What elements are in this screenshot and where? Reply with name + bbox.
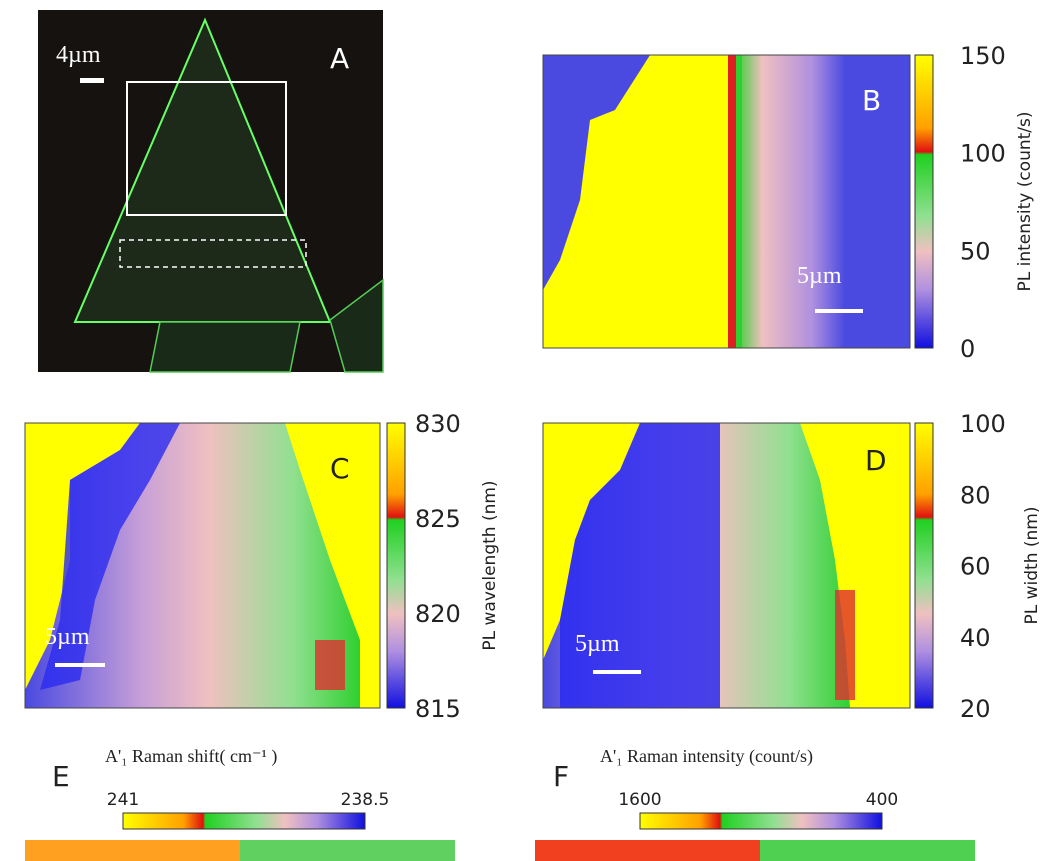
map-region [735,55,845,348]
colorbar [914,54,934,349]
scale-text: 5µm [575,631,620,657]
scale-text: 4µm [56,42,101,68]
colorbar-tick: 400 [866,790,898,810]
colorbar-tick: 40 [960,624,991,652]
scale-bar [80,78,104,83]
panel-b: 5µm B [542,54,911,349]
flake [329,278,384,373]
colorbar-tick: 241 [107,790,139,810]
colorbar-tick: 100 [960,410,1006,438]
flake [149,321,301,373]
colorbar-tick: 815 [415,695,461,723]
panel-label: B [862,84,881,117]
colorbar-label: A'₁ Raman intensity (count/s) [600,746,813,767]
colorbar-label: PL intensity (count/s) [1015,111,1035,291]
map-region [240,840,455,861]
colorbar-tick: 1600 [618,790,661,810]
colorbar [386,422,406,709]
colorbar-tick: 830 [415,410,461,438]
colorbar-tick: 100 [960,140,1006,168]
map-region [40,423,180,690]
scale-bar [55,663,105,667]
panel-d: 5µm D [542,422,911,709]
colorbar-tick: 60 [960,553,991,581]
colorbar-tick: 238.5 [341,790,390,810]
colorbar-label: PL wavelength (nm) [480,480,500,650]
colorbar [914,422,934,709]
scale-text: 5µm [45,624,90,650]
colorbar-tick: 0 [960,335,975,363]
region-box [126,81,287,216]
panel-c: 5µm C [24,422,381,709]
panel-label: C [330,452,350,485]
map-region [315,640,345,690]
map-region [736,55,742,348]
colorbar [122,812,366,830]
map-frame [542,422,911,709]
panel-label: A [330,42,349,75]
scale-bar [593,670,641,674]
colorbar-label: PL width (nm) [1022,507,1042,625]
scale-text: 5µm [797,263,842,289]
panel-label: E [52,760,70,793]
colorbar-tick: 150 [960,42,1006,70]
colorbar-tick: 820 [415,600,461,628]
scale-bar [815,309,863,313]
colorbar-tick: 50 [960,237,991,265]
map-frame [24,422,381,709]
map-region [760,840,975,861]
colorbar-tick: 20 [960,695,991,723]
colorbar-tick: 80 [960,481,991,509]
colorbar-tick: 825 [415,505,461,533]
map-frame [542,54,911,349]
colorbar-label: A'₁ Raman shift( cm⁻¹ ) [105,746,277,767]
map-region [543,55,730,348]
map-region [835,590,855,700]
panel-label: F [553,760,569,793]
colorbar [639,812,883,830]
panel-label: D [865,444,887,477]
line-box [119,239,307,268]
panel-a: 4µm A [38,10,384,373]
map-region [728,55,736,348]
map-region [560,423,720,708]
